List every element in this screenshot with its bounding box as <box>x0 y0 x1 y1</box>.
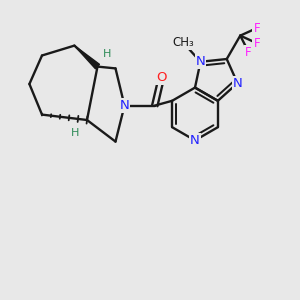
Text: H: H <box>103 49 112 59</box>
Text: CH₃: CH₃ <box>172 36 194 49</box>
Text: N: N <box>120 99 129 112</box>
Text: F: F <box>254 37 260 50</box>
Text: N: N <box>232 76 242 90</box>
Text: F: F <box>245 46 252 59</box>
Polygon shape <box>74 46 100 69</box>
Text: F: F <box>254 22 260 34</box>
Text: O: O <box>156 71 167 84</box>
Text: N: N <box>196 55 206 68</box>
Text: H: H <box>71 128 79 138</box>
Text: N: N <box>190 134 200 147</box>
